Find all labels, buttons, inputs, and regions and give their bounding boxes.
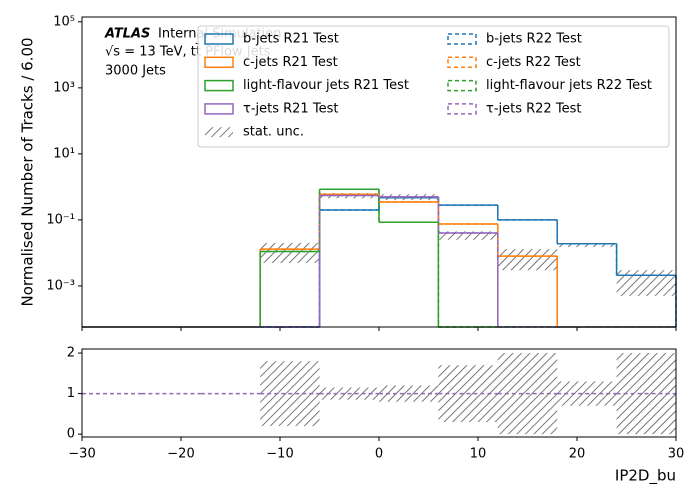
x-tick-label: 0: [375, 447, 383, 462]
legend-swatch: [447, 33, 477, 45]
legend-swatch: [447, 103, 477, 115]
stat-unc-band: [557, 242, 617, 248]
legend-box: [197, 25, 670, 148]
stat-unc-band: [260, 242, 320, 263]
legend-label: b-jets R22 Test: [486, 32, 582, 47]
legend-label: light-flavour jets R22 Test: [486, 78, 652, 93]
y-tick-label: 10³: [53, 80, 75, 95]
legend-label: c-jets R22 Test: [486, 55, 581, 70]
x-axis-label: IP2D_bu: [615, 467, 676, 486]
y-tick-label: 2: [67, 346, 75, 361]
y-tick-label: 10⁵: [53, 14, 75, 29]
y-tick-label: 10⁻³: [46, 278, 75, 293]
legend-swatch: [204, 33, 234, 45]
legend-swatch: [204, 103, 234, 115]
y-tick-label: 1: [67, 386, 75, 401]
y-tick-label: 10⁻¹: [46, 212, 75, 227]
stat-unc-band: [438, 231, 498, 240]
x-tick-label: −30: [68, 447, 95, 462]
legend-swatch: [447, 79, 477, 92]
stat-unc-band: [497, 249, 558, 271]
y-axis-label: Normalised Number of Tracks / 6.00: [19, 37, 37, 306]
legend-label: stat. unc.: [243, 125, 304, 140]
atlas-label: ATLAS: [104, 27, 150, 42]
y-tick-label: 10¹: [53, 146, 75, 161]
y-tick-label: 0: [67, 427, 75, 442]
legend-swatch: [447, 56, 477, 69]
x-tick-label: 10: [470, 447, 487, 462]
stat-unc-band: [616, 270, 676, 296]
x-tick-label: −20: [167, 447, 194, 462]
legend-swatch: [204, 79, 234, 92]
legend-swatch: [204, 56, 234, 69]
x-tick-label: −10: [266, 447, 293, 462]
legend-label: τ-jets R22 Test: [486, 101, 581, 116]
x-tick-label: 30: [668, 447, 685, 462]
legend-label: c-jets R21 Test: [243, 55, 338, 70]
info-line: 3000 Jets: [105, 64, 166, 79]
legend-label: light-flavour jets R21 Test: [243, 78, 409, 93]
legend-label: τ-jets R21 Test: [243, 101, 338, 116]
x-tick-label: 20: [569, 447, 586, 462]
legend-label: b-jets R21 Test: [243, 32, 339, 47]
legend-swatch: [205, 127, 233, 138]
